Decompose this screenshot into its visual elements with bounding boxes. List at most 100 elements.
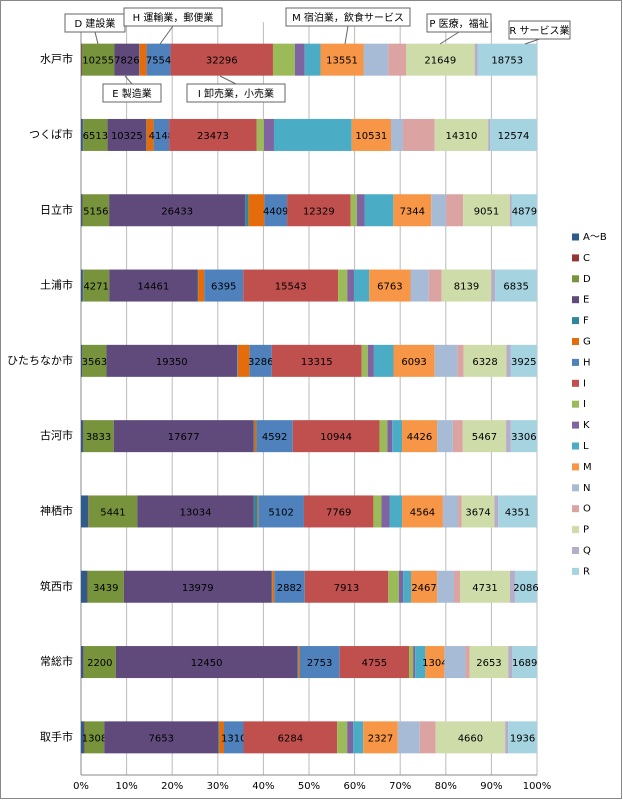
legend-swatch [572,338,579,345]
data-label: 4879 [512,206,537,217]
bar-segment [458,495,462,527]
bar-segment [420,721,436,753]
data-label: 21649 [424,56,456,67]
bar-segment [198,270,204,302]
bar-segment [362,345,368,377]
annotation: R サービス業 [509,24,569,37]
bar-segment [387,420,392,452]
bar-segment [437,420,453,452]
legend-label: M [583,462,592,473]
legend-label: H [583,357,591,368]
data-label: 7769 [326,507,351,518]
legend-swatch [572,505,579,512]
bar-segment [443,495,458,527]
bar-segment [273,44,295,76]
bar-segment [431,194,446,226]
data-label: 4592 [262,432,287,443]
x-tick-label: 10% [115,781,137,792]
y-tick-label: 日立市 [40,202,73,216]
bar-segment [365,194,394,226]
legend-label: A〜B [583,232,607,243]
legend-swatch [572,484,579,491]
x-tick-label: 20% [161,781,183,792]
bar-segment [338,270,347,302]
data-label: 17677 [168,432,200,443]
y-tick-label: 取手市 [40,729,73,743]
legend-label: E [583,295,589,306]
y-tick-label: 古河市 [40,428,73,442]
legend-swatch [572,547,579,554]
legend-label: C [583,253,590,264]
legend-swatch [572,380,579,387]
data-label: 4271 [83,282,108,293]
annotation: I 卸売業，小売業 [198,87,274,100]
legend-label: Q [583,546,591,557]
bar-segment [305,44,321,76]
annotation: E 製造業 [112,87,152,100]
annotation: P 医療，福祉 [429,17,488,30]
legend-swatch [572,568,579,575]
x-tick-label: 50% [298,781,320,792]
data-label: 7554 [146,56,171,67]
data-label: 10325 [111,131,143,142]
data-label: 6328 [472,357,497,368]
bar-segment [81,571,87,603]
x-tick-label: 90% [480,781,502,792]
bar-segment [354,270,369,302]
legend-swatch [572,296,579,303]
data-label: 4731 [472,583,497,594]
data-label: 2327 [368,733,393,744]
y-tick-label: 土浦市 [40,278,73,292]
bar-segment [403,119,435,151]
legend-label: N [583,483,590,494]
legend-label: K [583,420,590,431]
bar-segment [274,119,352,151]
data-label: 3286 [248,357,273,368]
bar-segment [295,44,305,76]
bar-segment [364,44,389,76]
data-label: 19350 [156,357,188,368]
bar-segment [454,571,460,603]
data-label: 4409 [263,206,288,217]
bar-segment [506,420,511,452]
bar-segment [368,345,374,377]
data-label: 15543 [275,282,307,293]
legend-label: P [583,525,589,536]
data-label: 4564 [410,507,435,518]
data-label: 7826 [114,56,139,67]
data-label: 3833 [86,432,111,443]
annotation: H 運輸業，郵便業 [133,11,214,24]
bar-segment [488,119,490,151]
bar-segment [297,646,298,678]
bar-segment [298,646,299,678]
data-label: 5156 [83,206,108,217]
legend-swatch [572,422,579,429]
annotation: D 建設業 [75,17,116,30]
bar-segment [254,420,255,452]
bar-segment [272,571,273,603]
data-label: 4660 [458,733,483,744]
data-label: 7344 [400,206,425,217]
bar-segment [388,571,399,603]
data-label: 1308 [82,733,107,744]
legend-label: F [583,316,589,327]
bar-segment [254,420,256,452]
bar-segment [444,646,465,678]
data-label: 13315 [301,357,333,368]
data-label: 2653 [476,658,501,669]
data-label: 6513 [83,131,108,142]
legend-label: R [583,566,590,577]
legend-swatch [572,401,579,408]
data-label: 1310 [221,733,246,744]
data-label: 2882 [277,583,302,594]
data-label: 5102 [268,507,293,518]
bar-segment [429,270,442,302]
bar-segment [466,646,470,678]
legend-label: I [583,378,586,389]
data-label: 9051 [474,206,499,217]
bar-segment [475,44,478,76]
data-label: 8139 [454,282,479,293]
data-label: 18753 [491,56,523,67]
bar-segment [392,420,402,452]
data-label: 2467 [411,583,436,594]
